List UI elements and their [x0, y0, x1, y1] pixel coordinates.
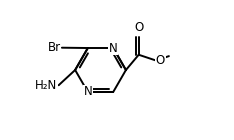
- Text: N: N: [109, 42, 118, 54]
- Text: N: N: [84, 86, 92, 98]
- Text: O: O: [156, 54, 165, 67]
- Text: Br: Br: [48, 40, 61, 53]
- Text: H₂N: H₂N: [35, 79, 57, 92]
- Text: O: O: [134, 21, 143, 34]
